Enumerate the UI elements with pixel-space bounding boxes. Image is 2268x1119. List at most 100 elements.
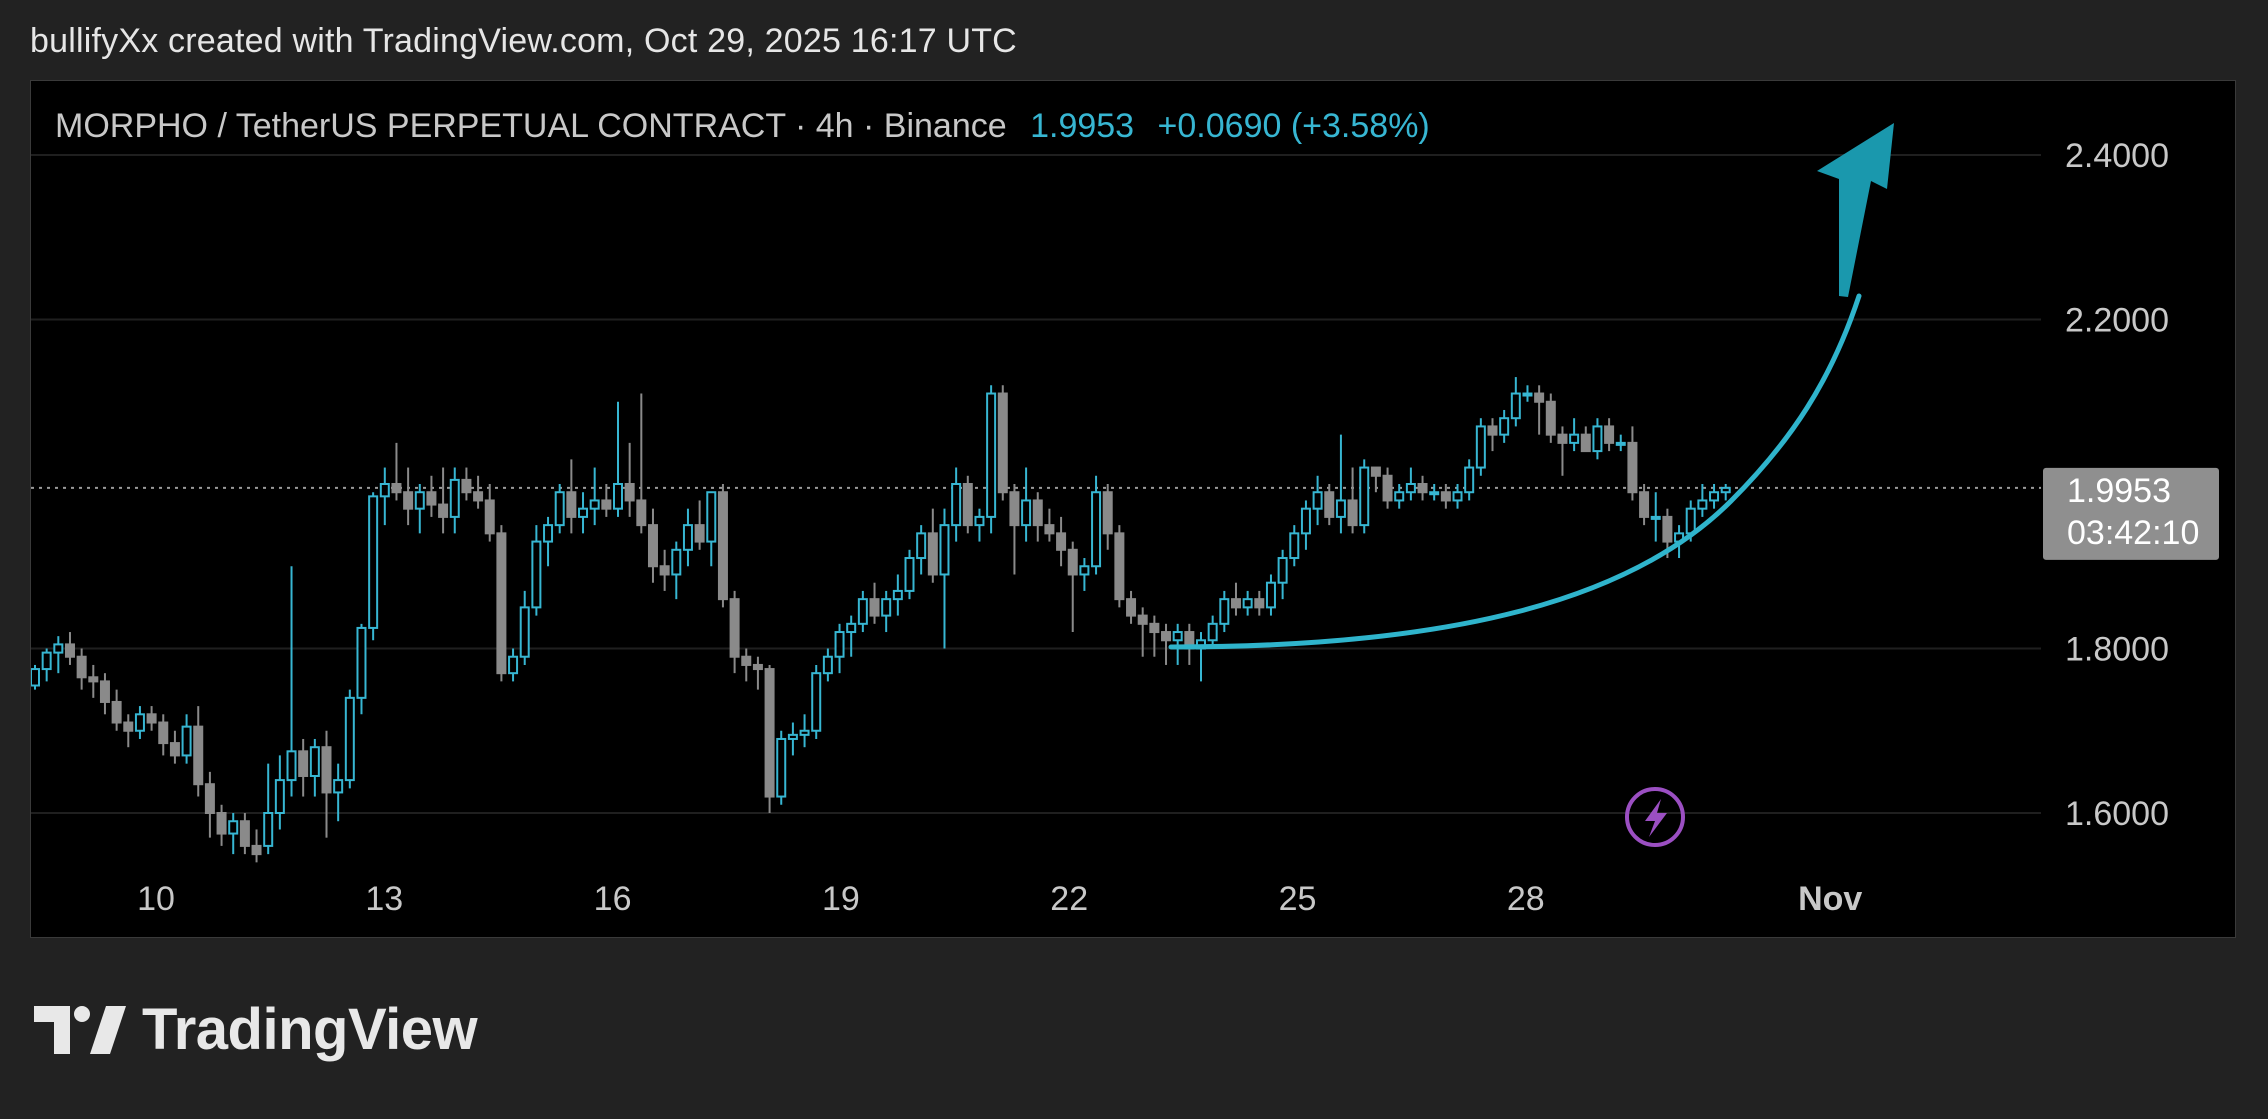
candle <box>1184 623 1195 665</box>
candle <box>1429 484 1440 501</box>
candle-body <box>309 746 320 777</box>
candle <box>799 714 810 748</box>
candle-body <box>473 491 484 502</box>
candle-body <box>706 491 717 543</box>
tradingview-logo[interactable]: TradingView <box>34 996 478 1063</box>
time-tick-label: Nov <box>1798 880 1862 918</box>
candle <box>1545 393 1556 443</box>
candle <box>1172 623 1183 665</box>
time-tick-label: 10 <box>137 880 175 918</box>
candle-body <box>1091 491 1102 568</box>
candle-body <box>717 491 728 601</box>
candle <box>461 467 472 501</box>
candle <box>216 804 227 846</box>
candle-body <box>1126 598 1137 617</box>
candle-body <box>927 532 938 576</box>
candle <box>1079 558 1090 591</box>
candle <box>1091 475 1102 575</box>
candle <box>1265 574 1276 616</box>
candle-body <box>1324 491 1335 518</box>
candle <box>64 632 75 665</box>
candle <box>344 689 355 789</box>
candle-body <box>1417 483 1428 494</box>
countdown-label: 03:42:10 <box>2067 514 2199 552</box>
candle <box>496 525 507 682</box>
candle <box>951 467 962 542</box>
candle <box>88 664 99 698</box>
candle <box>1114 525 1125 608</box>
time-tick-label: 28 <box>1507 880 1545 918</box>
candle-body <box>799 729 810 736</box>
candle-body <box>1580 433 1591 453</box>
time-tick-label: 19 <box>822 880 860 918</box>
candle <box>391 442 402 501</box>
candle-body <box>1289 532 1300 560</box>
candle-body <box>426 491 437 506</box>
candle <box>636 393 647 534</box>
candle-body <box>99 680 110 703</box>
candle-body <box>204 783 215 815</box>
candle-body <box>64 643 75 658</box>
candlestick-chart[interactable]: 2.4000 2.2000 1.8000 1.6000 1.9953 03:42:10 1… <box>31 81 2236 938</box>
candle <box>403 467 414 526</box>
candle <box>1277 549 1288 600</box>
candle <box>1032 492 1043 542</box>
candle-body <box>659 565 670 576</box>
candle <box>158 714 169 756</box>
candle-body <box>1569 433 1580 444</box>
candle <box>927 508 938 583</box>
candle <box>239 813 250 855</box>
candle-body <box>1394 491 1405 502</box>
candle-body <box>1021 499 1032 527</box>
candle <box>1044 508 1055 542</box>
candle-body <box>951 483 962 527</box>
candle-body <box>1615 441 1626 446</box>
candle-body <box>1347 499 1358 527</box>
candle <box>776 730 787 805</box>
candle <box>1324 484 1335 526</box>
candle-body <box>997 392 1008 494</box>
candle <box>1009 484 1020 575</box>
trend-arrow-head[interactable] <box>1817 123 1894 297</box>
candle <box>1219 590 1230 633</box>
candle-body <box>939 524 950 576</box>
candle-body <box>1067 548 1078 576</box>
candle-body <box>904 557 915 592</box>
candle <box>986 385 997 534</box>
candle <box>251 829 262 863</box>
candle-body <box>1149 622 1160 634</box>
candle <box>1627 426 1638 501</box>
candle-body <box>1510 392 1521 420</box>
candle <box>624 442 635 517</box>
current-price-label: 1.9953 <box>2067 472 2171 510</box>
candle <box>1580 426 1591 453</box>
candle-body <box>694 524 705 543</box>
candle-body <box>368 495 379 629</box>
candle-body <box>286 750 297 782</box>
candle-body <box>916 532 927 560</box>
candle-body <box>496 532 507 675</box>
candle-body <box>1102 491 1113 535</box>
candle-body <box>531 540 542 609</box>
candle-body <box>962 483 973 527</box>
candle <box>508 648 519 682</box>
candle-body <box>181 725 192 757</box>
candle-body <box>1044 524 1055 535</box>
candle <box>846 615 857 657</box>
candle <box>1510 377 1521 427</box>
candle <box>904 549 915 600</box>
candle-body <box>892 589 903 601</box>
price-tick-label: 1.8000 <box>2065 631 2169 669</box>
candle <box>1464 459 1475 501</box>
candle-body <box>601 499 612 510</box>
candle <box>1440 484 1451 509</box>
lightning-icon[interactable] <box>1625 787 1685 847</box>
candle-body <box>1557 433 1568 444</box>
chart-panel[interactable]: 2.4000 2.2000 1.8000 1.6000 1.9953 03:42:10 1… <box>30 80 2236 938</box>
candle <box>1417 475 1428 501</box>
candle-body <box>543 524 554 543</box>
trend-arrow-curve[interactable] <box>1168 293 1862 650</box>
candle-body <box>1405 483 1416 494</box>
candle-body <box>321 746 332 794</box>
candle <box>1382 467 1393 509</box>
